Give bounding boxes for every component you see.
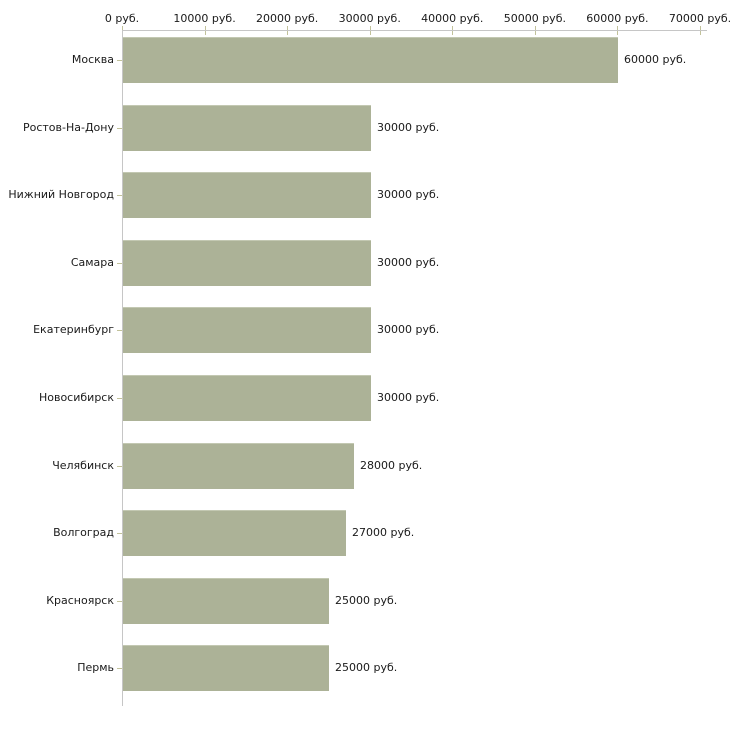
category-tick-mark [117,668,122,669]
value-label: 30000 руб. [377,121,440,134]
category-label: Ростов-На-Дону [22,121,114,134]
value-label: 25000 руб. [335,661,398,674]
value-label: 30000 руб. [377,391,440,404]
x-axis-tick-label: 70000 руб. [668,12,730,25]
category-tick-mark [117,195,122,196]
x-axis-tick-label: 10000 руб. [173,12,236,25]
chart-row: Красноярск 25000 руб. [0,578,730,624]
chart-row: Новосибирск 30000 руб. [0,375,730,421]
x-axis-line [122,30,707,31]
value-bar [123,645,329,691]
chart-row: Москва 60000 руб. [0,37,730,83]
x-axis-tick-label: 50000 руб. [503,12,566,25]
x-axis-tick-label: 0 руб. [104,12,140,25]
value-bar [123,172,371,218]
category-label: Москва [71,53,114,66]
value-label: 30000 руб. [377,256,440,269]
category-label: Екатеринбург [33,323,114,336]
chart-row: Челябинск 28000 руб. [0,443,730,489]
x-axis-tick-label: 40000 руб. [421,12,484,25]
category-tick-mark [117,60,122,61]
chart-row: Самара 30000 руб. [0,240,730,286]
category-tick-mark [117,398,122,399]
category-label: Красноярск [46,594,114,607]
chart-row: Нижний Новгород 30000 руб. [0,172,730,218]
value-label: 30000 руб. [377,188,440,201]
x-axis-tick-label: 60000 руб. [586,12,649,25]
x-axis-tick-label: 20000 руб. [256,12,319,25]
category-label: Новосибирск [38,391,114,404]
value-label: 30000 руб. [377,323,440,336]
chart-row: Ростов-На-Дону 30000 руб. [0,105,730,151]
value-bar [123,443,354,489]
value-bar [123,37,618,83]
chart-row: Екатеринбург 30000 руб. [0,307,730,353]
chart-row: Волгоград 27000 руб. [0,510,730,556]
category-label: Самара [70,256,114,269]
y-axis-line [122,30,123,706]
value-bar [123,307,371,353]
category-tick-mark [117,533,122,534]
category-label: Пермь [77,661,114,674]
value-label: 25000 руб. [335,594,398,607]
x-axis-tick-label: 30000 руб. [338,12,401,25]
value-bar [123,510,346,556]
category-tick-mark [117,330,122,331]
value-bar [123,578,329,624]
value-bar [123,375,371,421]
value-label: 60000 руб. [624,53,687,66]
category-tick-mark [117,128,122,129]
value-bar [123,240,371,286]
category-label: Волгоград [53,526,114,539]
category-label: Нижний Новгород [8,188,114,201]
category-tick-mark [117,466,122,467]
value-label: 28000 руб. [360,459,423,472]
chart-row: Пермь 25000 руб. [0,645,730,691]
category-label: Челябинск [52,459,114,472]
category-tick-mark [117,601,122,602]
value-label: 27000 руб. [352,526,415,539]
value-bar [123,105,371,151]
category-tick-mark [117,263,122,264]
